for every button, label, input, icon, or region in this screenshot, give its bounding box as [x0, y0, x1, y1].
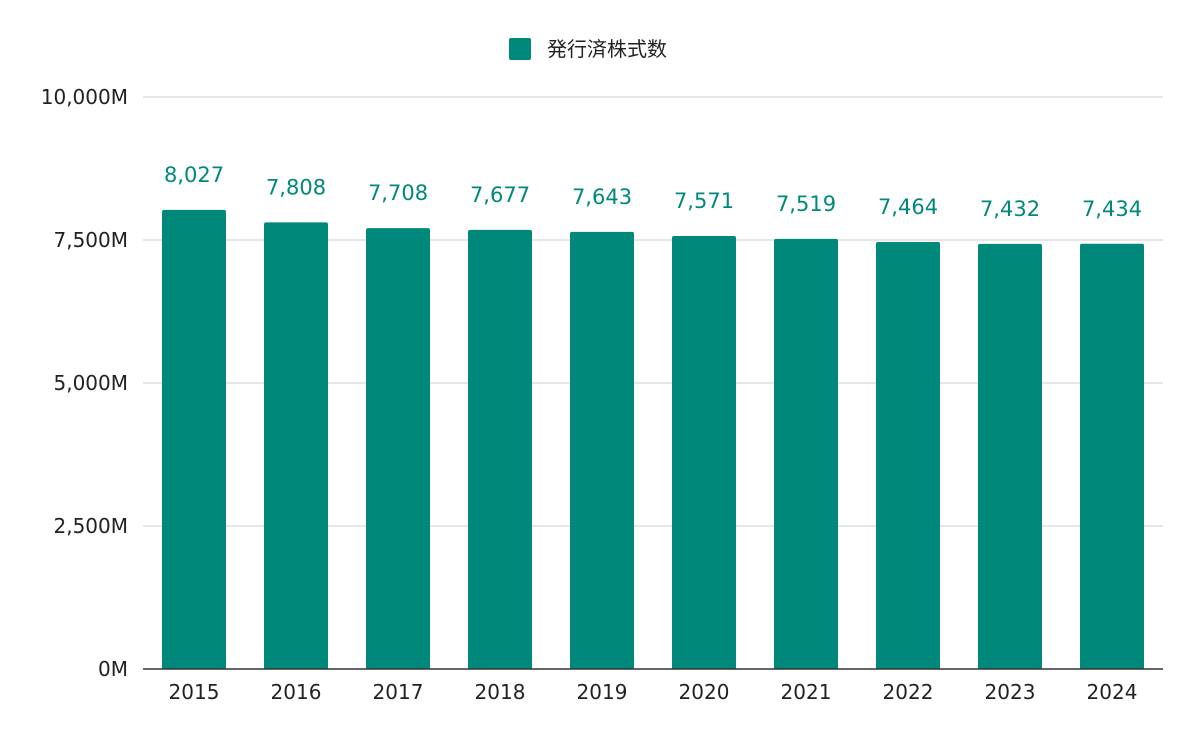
bar-2017 — [366, 228, 430, 669]
x-tick-label: 2024 — [1087, 680, 1138, 704]
y-tick-label: 7,500M — [53, 228, 128, 252]
bar-2018 — [468, 229, 532, 669]
data-label-2021: 7,519 — [776, 192, 836, 216]
data-label-2017: 7,708 — [368, 181, 428, 205]
data-labels: 8,027 7,808 7,708 7,677 7,643 7,571 7,519 7,464… — [164, 163, 1142, 221]
bar-2021 — [774, 238, 838, 669]
x-tick-label: 2017 — [373, 680, 424, 704]
bar-2022 — [876, 242, 940, 669]
x-tick-label: 2023 — [985, 680, 1036, 704]
legend-label: 発行済株式数 — [547, 37, 667, 61]
data-label-2020: 7,571 — [674, 189, 734, 213]
x-tick-label: 2021 — [781, 680, 832, 704]
legend-swatch — [509, 38, 531, 60]
x-tick-label: 2016 — [271, 680, 322, 704]
bars — [162, 209, 1144, 670]
x-tick-label: 2022 — [883, 680, 934, 704]
y-tick-label: 5,000M — [53, 371, 128, 395]
bar-2023 — [978, 243, 1042, 670]
bar-2015 — [162, 209, 226, 670]
data-label-2019: 7,643 — [572, 185, 632, 209]
data-label-2023: 7,432 — [980, 197, 1040, 221]
bar-2020 — [672, 235, 736, 670]
x-tick-label: 2019 — [577, 680, 628, 704]
y-tick-label: 2,500M — [53, 514, 128, 538]
y-tick-label: 10,000M — [41, 85, 128, 109]
bar-2016 — [264, 222, 328, 670]
x-tick-label: 2015 — [169, 680, 220, 704]
x-tick-label: 2018 — [475, 680, 526, 704]
x-axis-tick-labels: 2015 2016 2017 2018 2019 2020 2021 2022 2023 2024 — [169, 680, 1138, 704]
bar-2019 — [570, 231, 634, 669]
x-tick-label: 2020 — [679, 680, 730, 704]
data-label-2016: 7,808 — [266, 175, 326, 199]
y-axis-tick-labels: 0M 2,500M 5,000M 7,500M 10,000M — [41, 85, 128, 681]
data-label-2022: 7,464 — [878, 195, 938, 219]
data-label-2018: 7,677 — [470, 183, 530, 207]
legend: 発行済株式数 — [509, 37, 667, 61]
data-label-2015: 8,027 — [164, 163, 224, 187]
bar-2024 — [1080, 243, 1144, 669]
data-label-2024: 7,434 — [1082, 197, 1142, 221]
y-tick-label: 0M — [98, 657, 128, 681]
